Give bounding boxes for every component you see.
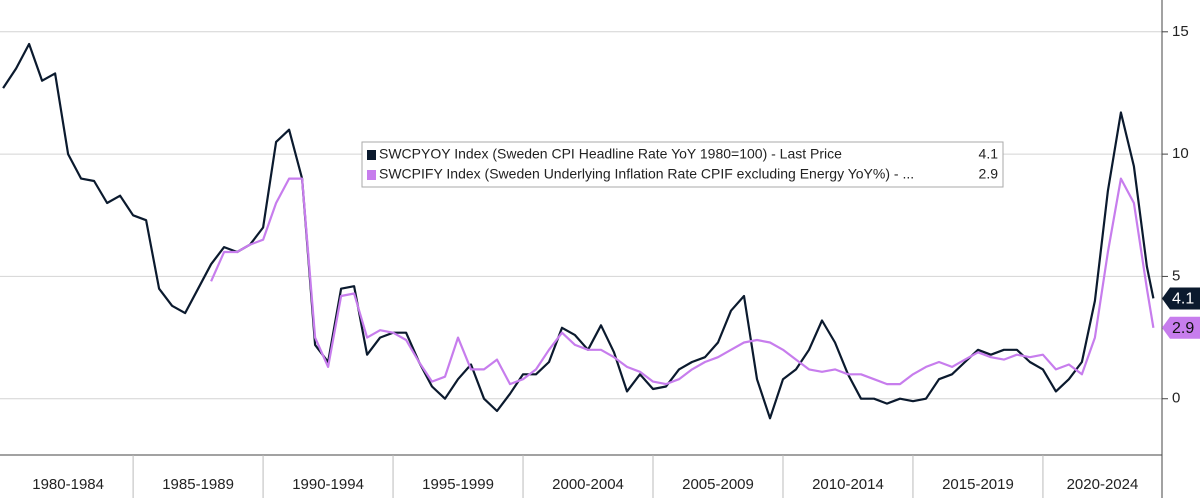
legend-box <box>361 141 1004 188</box>
legend-swatch <box>367 170 376 180</box>
x-tick-label: 2010-2014 <box>812 476 884 493</box>
last-value-tag: 4.1 <box>1162 287 1200 310</box>
legend-value: 4.1 <box>979 146 999 162</box>
y-tick-label: 0 <box>1172 390 1180 407</box>
series-line <box>2 42 1155 420</box>
series-line <box>210 177 1155 386</box>
x-tick-label: 2015-2019 <box>942 476 1014 493</box>
x-tick-label: 2000-2004 <box>552 476 624 493</box>
legend-swatch <box>367 150 376 160</box>
last-value-tag: 2.9 <box>1162 316 1200 339</box>
x-tick-label: 2020-2024 <box>1067 476 1139 493</box>
x-tick-label: 1985-1989 <box>162 476 234 493</box>
legend-value: 2.9 <box>979 166 999 182</box>
x-tick-label: 1990-1994 <box>292 476 364 493</box>
legend-label: SWCPIFY Index (Sweden Underlying Inflati… <box>379 166 914 182</box>
x-tick-label: 1995-1999 <box>422 476 494 493</box>
y-tick-label: 15 <box>1172 23 1189 40</box>
tag-box <box>1162 287 1200 310</box>
tag-label: 2.9 <box>1172 320 1194 337</box>
x-tick-label: 2005-2009 <box>682 476 754 493</box>
tag-label: 4.1 <box>1172 291 1194 308</box>
y-tick-label: 10 <box>1172 145 1189 162</box>
y-tick-label: 5 <box>1172 267 1180 284</box>
legend-label: SWCPYOY Index (Sweden CPI Headline Rate … <box>379 146 842 162</box>
tag-box <box>1162 316 1200 339</box>
legend: SWCPYOY Index (Sweden CPI Headline Rate … <box>361 141 1004 188</box>
x-tick-label: 1980-1984 <box>32 476 104 493</box>
